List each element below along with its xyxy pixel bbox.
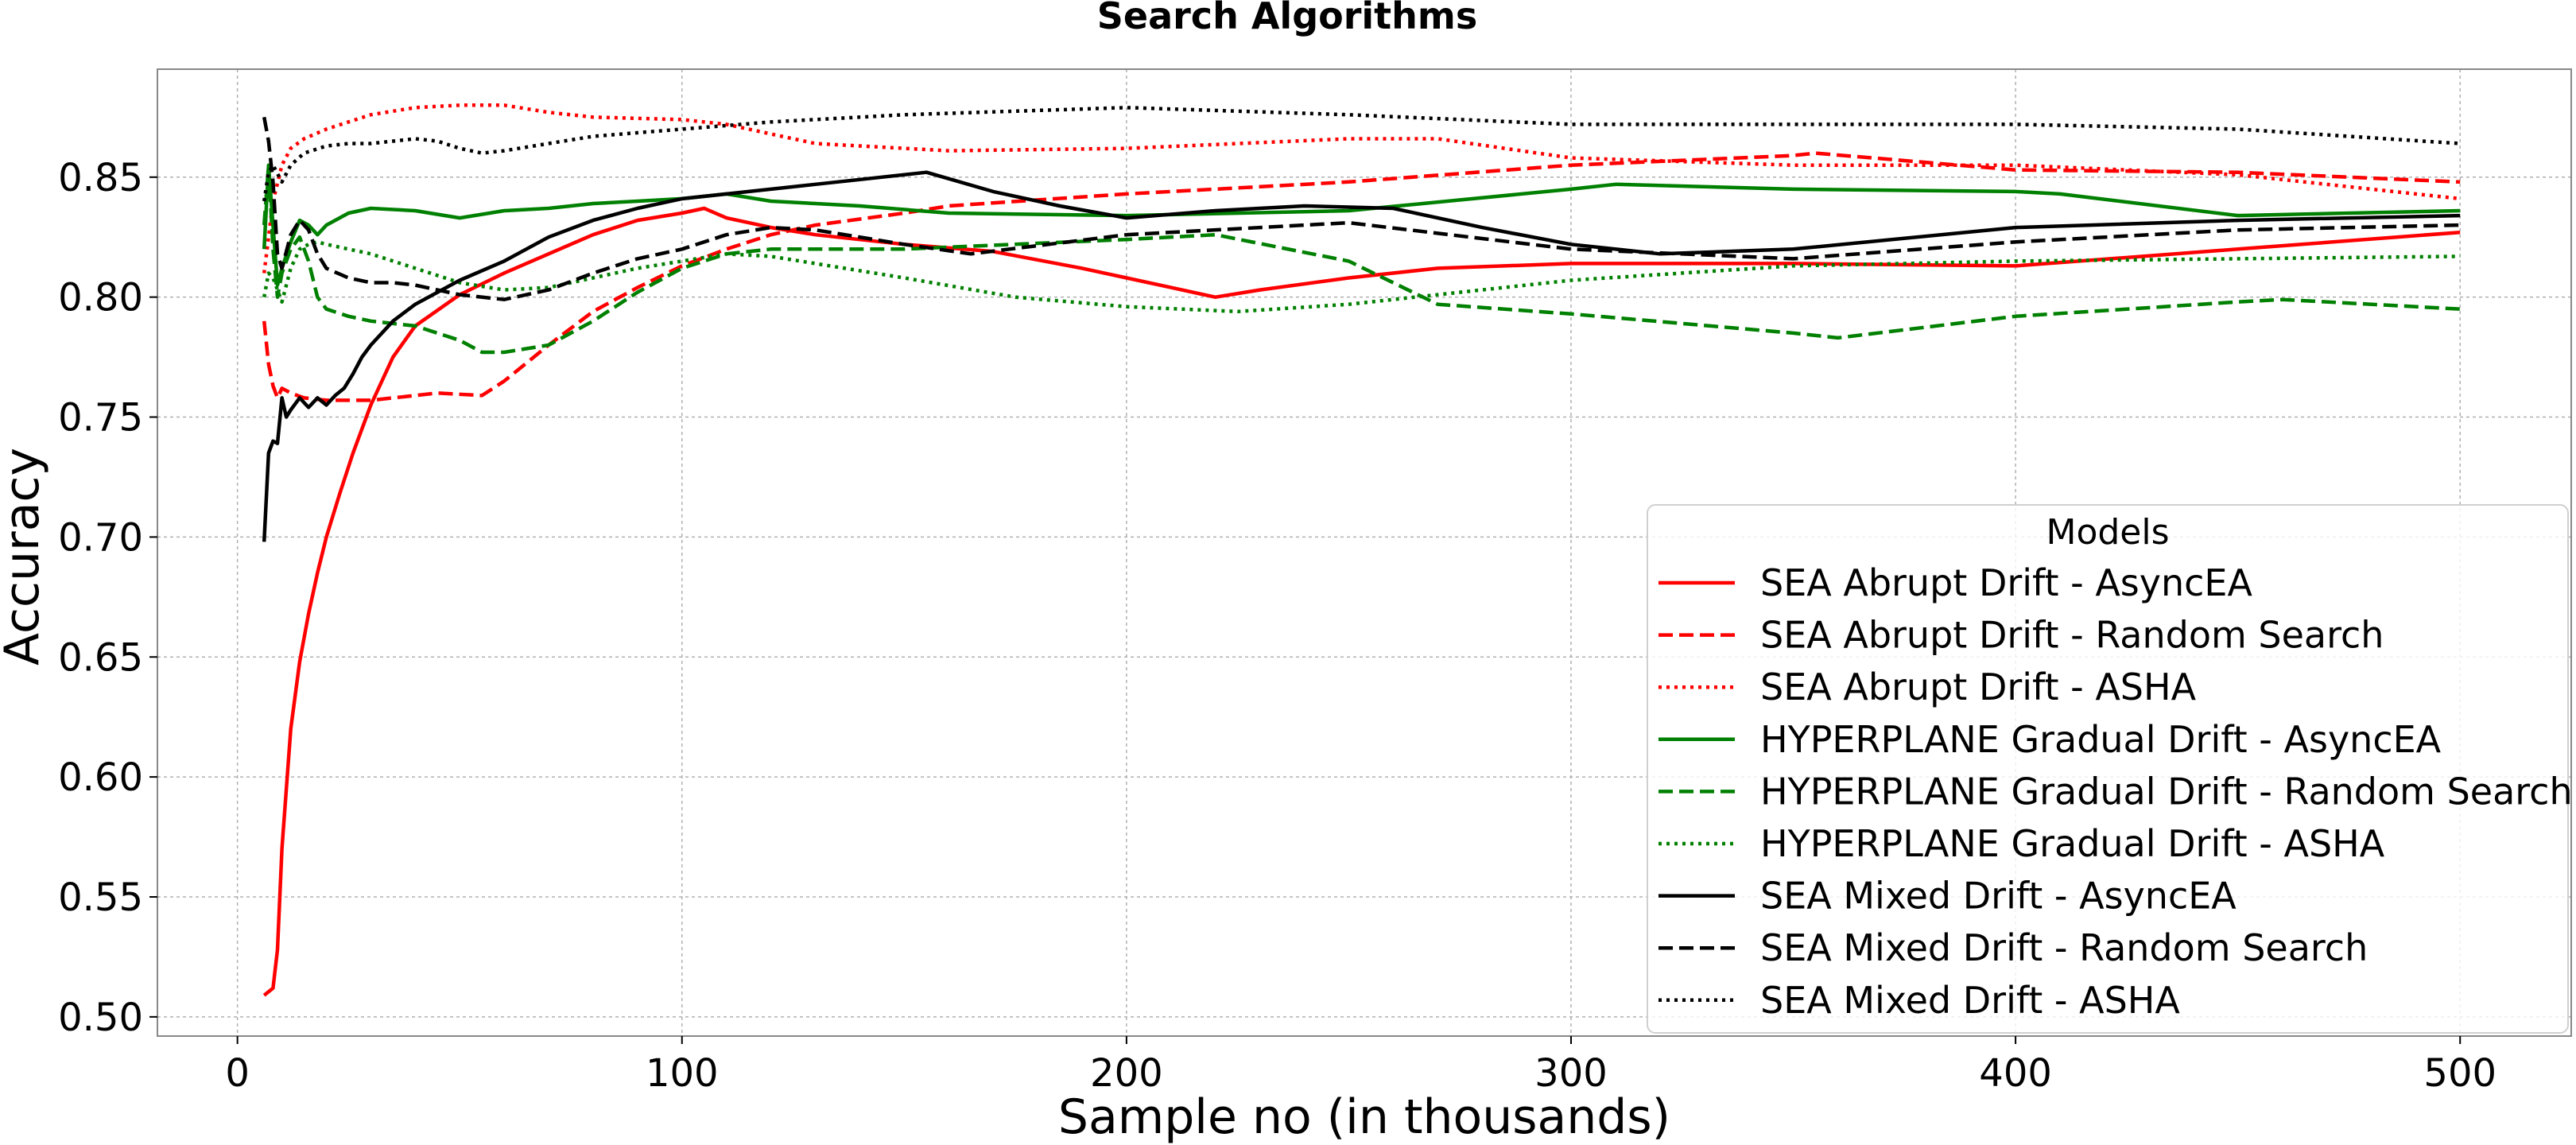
series-line-4 [262, 163, 2461, 287]
series-line-3 [262, 103, 2461, 274]
legend-title: Models [2046, 512, 2169, 553]
y-tick-label: 0.65 [58, 635, 143, 680]
plot-frame [157, 68, 2572, 1037]
x-tick-label: 500 [2423, 1051, 2496, 1096]
legend-entries: SEA Abrupt Drift - AsyncEA SEA Abrupt Dri… [1658, 561, 2573, 1022]
x-tick-label: 200 [1090, 1051, 1163, 1096]
x-tick-label: 100 [646, 1051, 719, 1096]
y-tick-label: 0.70 [58, 515, 143, 560]
y-tick-label: 0.75 [58, 396, 143, 441]
y-tick-label: 0.60 [58, 755, 143, 800]
series-lines [262, 103, 2461, 997]
x-tick-label: 0 [225, 1051, 250, 1096]
legend-label: SEA Abrupt Drift - ASHA [1760, 666, 2197, 708]
series-line-5 [262, 163, 2461, 355]
legend-label: HYPERPLANE Gradual Drift - AsyncEA [1760, 718, 2442, 761]
series-line-9 [262, 106, 2461, 202]
x-tick-label: 300 [1534, 1051, 1608, 1096]
legend-label: SEA Abrupt Drift - AsyncEA [1760, 561, 2252, 604]
y-tick-label: 0.55 [58, 875, 143, 920]
chart-title: Search Algorithms [1097, 0, 1478, 37]
legend-label: SEA Mixed Drift - Random Search [1760, 926, 2368, 969]
legend-label: HYPERPLANE Gradual Drift - ASHA [1760, 822, 2385, 865]
legend-label: SEA Mixed Drift - AsyncEA [1760, 875, 2237, 918]
y-tick-label: 0.80 [58, 276, 143, 320]
series-line-2 [262, 151, 2461, 402]
x-tick-label: 400 [1979, 1051, 2052, 1096]
x-axis-ticks: 0 100 200 300 400 500 [225, 1036, 2496, 1096]
series-line-1 [262, 206, 2461, 997]
y-tick-label: 0.85 [58, 156, 143, 200]
y-axis-label: Accuracy [0, 448, 50, 666]
y-tick-label: 0.50 [58, 996, 143, 1040]
legend-label: SEA Mixed Drift - ASHA [1760, 979, 2180, 1022]
legend-label: SEA Abrupt Drift - Random Search [1760, 614, 2384, 657]
legend-box [1647, 504, 2569, 1034]
series-line-8 [262, 116, 2461, 301]
x-axis-label: Sample no (in thousands) [1058, 1089, 1670, 1145]
y-axis-ticks: 0.50 0.55 0.60 0.65 0.70 0.75 0.80 0.85 [58, 156, 157, 1040]
series-line-7 [262, 170, 2461, 542]
legend-label: HYPERPLANE Gradual Drift - Random Search [1760, 770, 2573, 813]
